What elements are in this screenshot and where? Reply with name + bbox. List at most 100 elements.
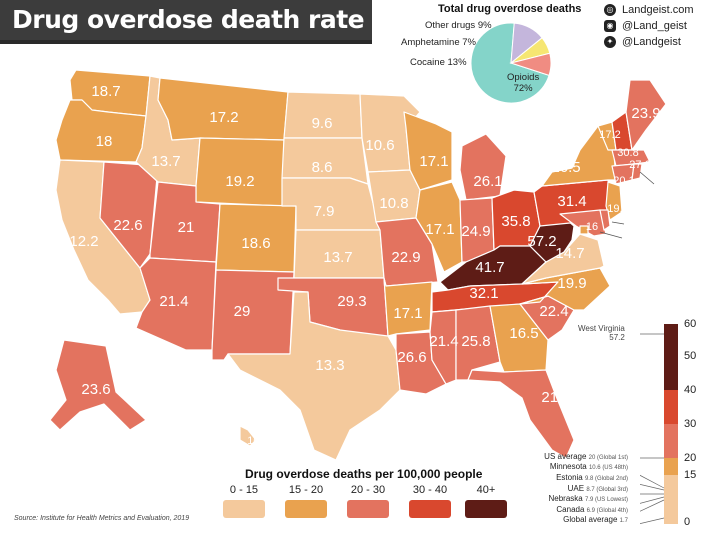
state-value-PA: 31.4: [557, 193, 586, 210]
state-value-NJ: 19.1: [607, 203, 628, 215]
state-value-MN: 10.6: [365, 137, 394, 154]
state-value-NM: 29: [234, 303, 251, 320]
legend-label-40plus: 40+: [476, 484, 496, 496]
scale-tick-20: 20: [684, 452, 697, 464]
legend-label-0-15: 0 - 15: [229, 484, 259, 496]
reference-item: Nebraska 7.9 (US Lowest): [548, 494, 629, 503]
state-DE: [599, 209, 611, 231]
state-value-AZ: 21.4: [159, 293, 188, 310]
state-value-WV: 57.2: [527, 233, 556, 250]
scale-tick-40: 40: [684, 384, 697, 396]
state-FL: [467, 369, 575, 459]
state-MA: [611, 149, 651, 167]
state-MI: [459, 133, 507, 201]
scale-highlight-wv: West Virginia 57.2: [578, 324, 625, 342]
state-value-IA: 10.8: [379, 195, 408, 212]
legend-swatch-40plus: [465, 500, 507, 518]
legend-swatch-30-40: [409, 500, 451, 518]
state-value-AR: 17.1: [393, 305, 422, 322]
state-value-MA: 27.6: [629, 159, 650, 171]
state-AK: [49, 339, 147, 431]
brand-site[interactable]: ◎ Landgeist.com: [604, 4, 694, 17]
state-value-MS: 21.4: [429, 333, 458, 350]
state-value-WI: 17.1: [419, 153, 448, 170]
brand-twitter[interactable]: ✦ @Landgeist: [604, 36, 681, 49]
pie-slice-other-drugs: [509, 52, 552, 76]
reference-item: US average 20 (Global 1st): [544, 452, 628, 461]
state-MD: [559, 209, 607, 237]
state-value-NV: 22.6: [113, 217, 142, 234]
state-value-SC: 22.4: [539, 303, 568, 320]
legend-swatch-15-20: [285, 500, 327, 518]
reference-item: Global average 1.7: [563, 515, 628, 524]
state-TX: [227, 291, 401, 461]
state-value-WY: 19.2: [225, 173, 254, 190]
state-value-SD: 8.6: [312, 159, 333, 176]
state-value-LA: 26.6: [397, 349, 426, 366]
state-value-VT: 17.2: [599, 129, 620, 141]
state-value-VA: 14.7: [555, 245, 584, 262]
state-value-DE: 25.4: [625, 221, 646, 233]
scale-tick-0: 0: [684, 516, 691, 528]
pie-label-other: Other drugs 9%: [425, 20, 492, 31]
state-value-FL: 21.3: [541, 389, 570, 406]
state-value-NH: 30.8: [617, 147, 638, 159]
scale-tick-30: 30: [684, 418, 697, 430]
reference-item: Canada 6.9 (Global 4th): [556, 505, 628, 514]
state-DC: [579, 225, 589, 235]
pie-label-opioids: Opioids 72%: [507, 72, 540, 94]
state-value-NE: 7.9: [314, 203, 335, 220]
pie-label-amphetamine: Amphetamine 7%: [401, 37, 476, 48]
state-value-KS: 13.7: [323, 249, 352, 266]
legend-title: Drug overdose deaths per 100,000 people: [245, 467, 483, 481]
state-WI: [403, 111, 453, 191]
state-value-AL: 25.8: [461, 333, 490, 350]
state-value-HI: 10.7: [247, 435, 268, 447]
twitter-icon: ✦: [604, 36, 616, 49]
state-value-NC: 19.9: [557, 275, 586, 292]
state-value-OK: 29.3: [337, 293, 366, 310]
state-value-IN: 24.9: [461, 223, 490, 240]
title-banner: Drug overdose death rate: [0, 0, 372, 44]
state-value-TN: 32.1: [469, 285, 498, 302]
state-HI: [239, 425, 257, 447]
source-note: Source: Institute for Health Metrics and…: [14, 515, 190, 522]
legend-label-30-40: 30 - 40: [412, 484, 448, 496]
state-value-ME: 23.9: [631, 105, 660, 122]
state-value-CA: 12.2: [69, 233, 98, 250]
pie-label-cocaine: Cocaine 13%: [410, 57, 467, 68]
reference-item: Minnesota 10.6 (US 48th): [549, 462, 628, 471]
state-value-ND: 9.6: [312, 115, 333, 132]
reference-item: UAE 8.7 (Global 3rd): [567, 484, 628, 493]
globe-icon: ◎: [604, 4, 616, 17]
state-IL: [415, 181, 463, 273]
state-value-KY: 41.7: [475, 259, 504, 276]
scale-tick-50: 50: [684, 350, 697, 362]
state-NJ: [605, 181, 623, 221]
legend-swatch-0-15: [223, 500, 265, 518]
state-value-OH: 35.8: [501, 213, 530, 230]
state-VA: [521, 233, 605, 285]
state-value-ID: 13.7: [151, 153, 180, 170]
state-value-GA: 16.5: [509, 325, 538, 342]
pie-chart: [470, 22, 552, 104]
state-value-WA: 18.7: [91, 83, 120, 100]
state-value-UT: 21: [178, 219, 195, 236]
scale-bar: [640, 324, 678, 525]
legend-label-20-30: 20 - 30: [350, 484, 386, 496]
state-value-MT: 17.2: [209, 109, 238, 126]
page-title: Drug overdose death rate: [12, 5, 365, 34]
legend-swatch-20-30: [347, 500, 389, 518]
state-WY: [195, 137, 285, 207]
state-value-MD: 21.9: [625, 235, 646, 247]
state-value-RI: 28: [656, 181, 668, 193]
pie-title: Total drug overdose deaths: [438, 3, 582, 15]
legend-label-15-20: 15 - 20: [288, 484, 324, 496]
state-RI: [631, 163, 643, 181]
state-value-CO: 18.6: [241, 235, 270, 252]
brand-instagram[interactable]: ◉ @Land_geist: [604, 20, 687, 33]
scale-tick-60: 60: [684, 318, 697, 330]
state-value-MO: 22.9: [391, 249, 420, 266]
state-value-DC: 16: [586, 221, 598, 233]
